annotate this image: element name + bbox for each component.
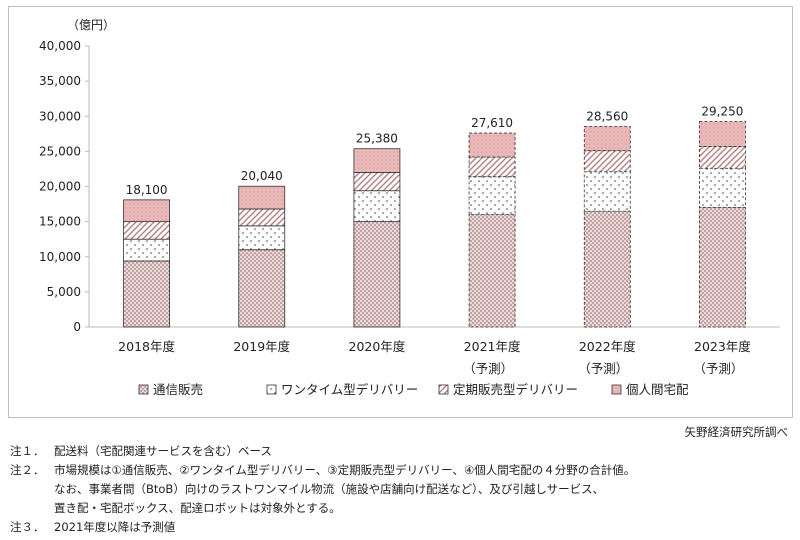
y-tick-label: 10,000	[39, 250, 81, 264]
x-tick-label: 2018年度	[118, 339, 175, 354]
legend-label: 通信販売	[153, 382, 203, 397]
total-data-label: 27,610	[471, 116, 513, 130]
y-tick-label: 15,000	[39, 215, 81, 229]
bar-segment	[353, 221, 401, 328]
note-row: 注１． 配送料（宅配関連サービスを含む）ベース	[10, 442, 635, 461]
plot-area: 0 5,000 10,000 15,000 20,000 25,000 30,000 35,0…	[39, 39, 780, 397]
bar-segment	[238, 208, 286, 227]
legend-label: 個人間宅配	[626, 382, 689, 397]
x-tick-label: 2021年度	[464, 339, 521, 354]
bar-segment	[123, 238, 170, 262]
y-tick-label: 35,000	[39, 74, 81, 88]
legend-swatch	[438, 384, 449, 395]
bar-segment	[123, 260, 170, 328]
bar-segment	[583, 171, 631, 212]
bar-segment	[699, 121, 746, 147]
x-tick-label: 2022年度	[579, 339, 636, 354]
bar-segment	[583, 210, 631, 328]
x-tick-sublabel: （予測）	[693, 361, 743, 376]
note-row: 注２． 市場規模は①通信販売、②ワンタイム型デリバリー、③定期販売型デリバリー、…	[10, 461, 635, 480]
bar-segment	[699, 207, 746, 328]
bar-segment	[699, 146, 746, 169]
x-tick-label: 2020年度	[349, 339, 406, 354]
note-label: 注２．	[10, 463, 45, 477]
legend-swatch	[611, 384, 622, 395]
total-data-label: 29,250	[701, 105, 743, 119]
x-tick-label: 2023年度	[694, 339, 751, 354]
legend-swatch	[266, 384, 277, 395]
note-text: 市場規模は①通信販売、②ワンタイム型デリバリー、③定期販売型デリバリー、④個人間…	[54, 463, 636, 477]
bar-segment	[238, 249, 286, 328]
x-tick-sublabel: （予測）	[578, 361, 628, 376]
source-credit: 矢野経済研究所調べ	[684, 425, 789, 439]
note-text: 配送料（宅配関連サービスを含む）ベース	[54, 444, 272, 458]
bar-segment	[583, 150, 631, 173]
bar-segment	[123, 199, 170, 223]
y-tick-label: 0	[73, 320, 81, 334]
bar-segment	[353, 148, 401, 173]
y-tick-label: 25,000	[39, 144, 81, 158]
notes-block: 注１． 配送料（宅配関連サービスを含む）ベース 注２． 市場規模は①通信販売、②…	[10, 442, 635, 537]
bar-segment	[583, 125, 631, 152]
total-data-label: 28,560	[586, 109, 628, 123]
chart-frame: （億円） 0 5,000 10,000 15,000 20,000 25,000 30,00…	[8, 6, 793, 418]
bar-segment	[699, 167, 746, 208]
total-data-label: 20,040	[241, 169, 283, 183]
legend-label: 定期販売型デリバリー	[453, 382, 578, 397]
bar-segment	[238, 225, 286, 251]
bar-segment	[468, 132, 516, 158]
y-tick-label: 20,000	[39, 180, 81, 194]
bar-segment	[353, 190, 401, 223]
note-row: 注３． 2021年度以降は予測値	[10, 518, 635, 537]
note-label: 注１．	[10, 444, 45, 458]
bar-segment	[353, 172, 401, 192]
bar-segment	[123, 221, 170, 240]
stacked-bar-chart: （億円） 0 5,000 10,000 15,000 20,000 25,000 30,00…	[39, 18, 780, 397]
total-data-label: 25,380	[356, 132, 398, 146]
legend-swatch	[138, 384, 149, 395]
note-text: 2021年度以降は予測値	[54, 520, 176, 534]
bar-segment	[468, 156, 516, 178]
bar-segment	[468, 176, 516, 215]
legend-label: ワンタイム型デリバリー	[281, 382, 418, 397]
y-tick-label: 40,000	[39, 39, 81, 53]
note-continuation: なお、事業者間（BtoB）向けのラストワンマイル物流（施設や店舗向け配送など）、…	[54, 482, 605, 496]
total-data-label: 18,100	[126, 183, 168, 197]
y-unit-label: （億円）	[67, 18, 115, 32]
note-label: 注３．	[10, 520, 45, 534]
x-tick-sublabel: （予測）	[463, 361, 513, 376]
note-continuation: 置き配・宅配ボックス、配達ロボットは対象外とする。	[54, 501, 341, 515]
bar-segment	[468, 214, 516, 328]
x-tick-label: 2019年度	[233, 339, 290, 354]
y-tick-label: 5,000	[47, 285, 81, 299]
y-tick-label: 30,000	[39, 109, 81, 123]
bar-segment	[238, 185, 286, 210]
